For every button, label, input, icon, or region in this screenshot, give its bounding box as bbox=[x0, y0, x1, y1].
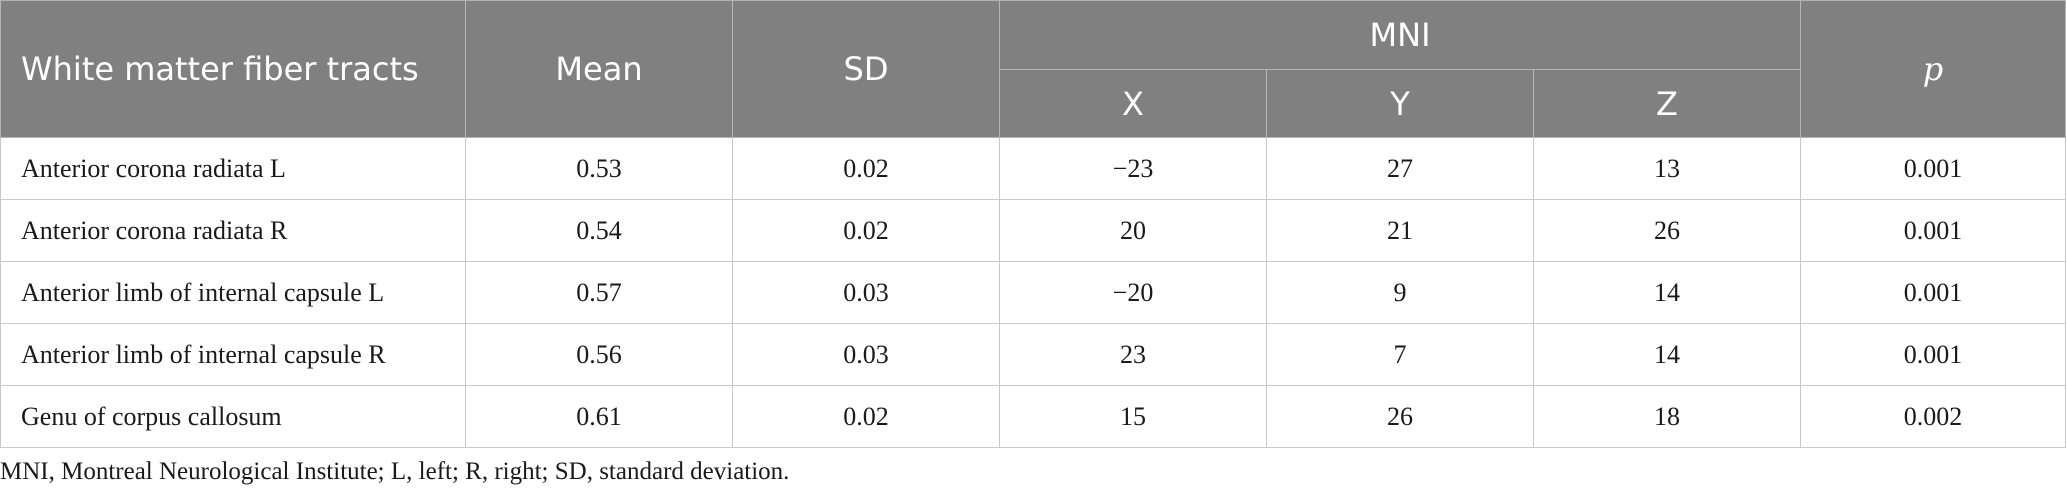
table-row: Anterior limb of internal capsule R 0.56… bbox=[0, 323, 2067, 386]
cell-x: 20 bbox=[999, 199, 1267, 262]
header-row-1: White matter fiber tracts Mean SD MNI p bbox=[0, 0, 2067, 138]
cell-z: 14 bbox=[1532, 323, 1802, 386]
cell-p: 0.001 bbox=[1800, 199, 2067, 262]
cell-y: 7 bbox=[1266, 323, 1534, 386]
cell-mean: 0.54 bbox=[465, 199, 733, 262]
table-row: Anterior limb of internal capsule L 0.57… bbox=[0, 261, 2067, 324]
header-mni: MNI bbox=[998, 0, 1802, 70]
cell-z: 13 bbox=[1532, 137, 1802, 200]
cell-x: −23 bbox=[999, 137, 1267, 200]
cell-y: 27 bbox=[1266, 137, 1534, 200]
cell-mean: 0.53 bbox=[465, 137, 733, 200]
cell-p: 0.001 bbox=[1800, 323, 2067, 386]
table-row: Genu of corpus callosum 0.61 0.02 15 26 … bbox=[0, 385, 2067, 448]
cell-mean: 0.56 bbox=[465, 323, 733, 386]
header-sd: SD bbox=[732, 0, 1000, 138]
cell-sd: 0.02 bbox=[732, 137, 1000, 200]
cell-tract: Anterior limb of internal capsule L bbox=[0, 261, 466, 324]
table-row: Anterior corona radiata R 0.54 0.02 20 2… bbox=[0, 199, 2067, 262]
cell-sd: 0.02 bbox=[732, 385, 1000, 448]
header-mean: Mean bbox=[465, 0, 733, 138]
header-z: Z bbox=[1532, 69, 1802, 138]
cell-x: −20 bbox=[999, 261, 1267, 324]
cell-sd: 0.03 bbox=[732, 261, 1000, 324]
cell-z: 14 bbox=[1532, 261, 1802, 324]
cell-z: 26 bbox=[1532, 199, 1802, 262]
cell-z: 18 bbox=[1532, 385, 1802, 448]
results-table-figure: White matter fiber tracts Mean SD MNI p … bbox=[0, 0, 2067, 485]
header-tract: White matter fiber tracts bbox=[0, 0, 466, 138]
cell-sd: 0.02 bbox=[732, 199, 1000, 262]
cell-p: 0.001 bbox=[1800, 261, 2067, 324]
cell-x: 23 bbox=[999, 323, 1267, 386]
cell-p: 0.001 bbox=[1800, 137, 2067, 200]
cell-y: 21 bbox=[1266, 199, 1534, 262]
cell-tract: Anterior corona radiata R bbox=[0, 199, 466, 262]
cell-y: 26 bbox=[1266, 385, 1534, 448]
cell-y: 9 bbox=[1266, 261, 1534, 324]
cell-tract: Genu of corpus callosum bbox=[0, 385, 466, 448]
table-row: Anterior corona radiata L 0.53 0.02 −23 … bbox=[0, 137, 2067, 200]
cell-tract: Anterior corona radiata L bbox=[0, 137, 466, 200]
table-footnote: MNI, Montreal Neurological Institute; L,… bbox=[0, 458, 790, 485]
cell-mean: 0.57 bbox=[465, 261, 733, 324]
table-header: White matter fiber tracts Mean SD MNI p … bbox=[0, 0, 2067, 138]
cell-x: 15 bbox=[999, 385, 1267, 448]
cell-sd: 0.03 bbox=[732, 323, 1000, 386]
header-row-2: X Y Z bbox=[1, 69, 2066, 138]
header-x: X bbox=[999, 69, 1267, 138]
cell-mean: 0.61 bbox=[465, 385, 733, 448]
cell-p: 0.002 bbox=[1800, 385, 2067, 448]
table-body: Anterior corona radiata L 0.53 0.02 −23 … bbox=[0, 137, 2067, 448]
cell-tract: Anterior limb of internal capsule R bbox=[0, 323, 466, 386]
header-p: p bbox=[1800, 0, 2067, 138]
header-y: Y bbox=[1266, 69, 1534, 138]
white-matter-table: White matter fiber tracts Mean SD MNI p … bbox=[0, 0, 2067, 448]
